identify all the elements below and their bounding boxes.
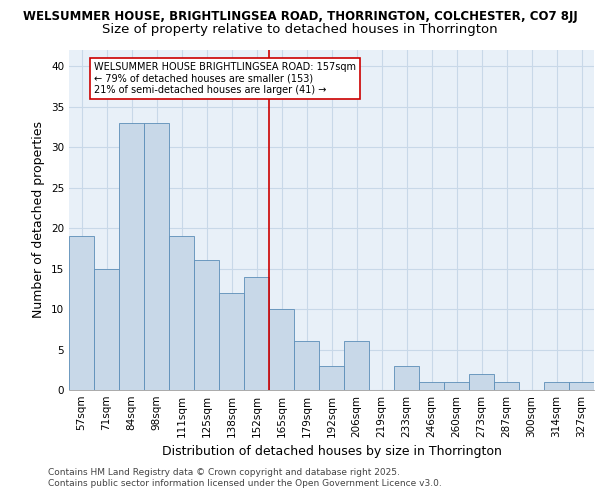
Bar xyxy=(294,342,319,390)
Bar xyxy=(419,382,444,390)
Bar xyxy=(219,293,244,390)
Text: WELSUMMER HOUSE, BRIGHTLINGSEA ROAD, THORRINGTON, COLCHESTER, CO7 8JJ: WELSUMMER HOUSE, BRIGHTLINGSEA ROAD, THO… xyxy=(23,10,577,23)
Text: WELSUMMER HOUSE BRIGHTLINGSEA ROAD: 157sqm
← 79% of detached houses are smaller : WELSUMMER HOUSE BRIGHTLINGSEA ROAD: 157s… xyxy=(94,62,356,96)
Bar xyxy=(194,260,219,390)
Bar xyxy=(319,366,344,390)
Bar xyxy=(269,309,294,390)
Bar xyxy=(69,236,94,390)
Bar xyxy=(94,268,119,390)
Y-axis label: Number of detached properties: Number of detached properties xyxy=(32,122,46,318)
Bar xyxy=(244,276,269,390)
Bar xyxy=(469,374,494,390)
Bar xyxy=(144,123,169,390)
Bar xyxy=(569,382,594,390)
Bar xyxy=(119,123,144,390)
Bar xyxy=(444,382,469,390)
Text: Size of property relative to detached houses in Thorrington: Size of property relative to detached ho… xyxy=(102,22,498,36)
X-axis label: Distribution of detached houses by size in Thorrington: Distribution of detached houses by size … xyxy=(161,446,502,458)
Bar xyxy=(544,382,569,390)
Text: Contains HM Land Registry data © Crown copyright and database right 2025.
Contai: Contains HM Land Registry data © Crown c… xyxy=(48,468,442,487)
Bar xyxy=(344,342,369,390)
Bar xyxy=(169,236,194,390)
Bar xyxy=(494,382,519,390)
Bar xyxy=(394,366,419,390)
